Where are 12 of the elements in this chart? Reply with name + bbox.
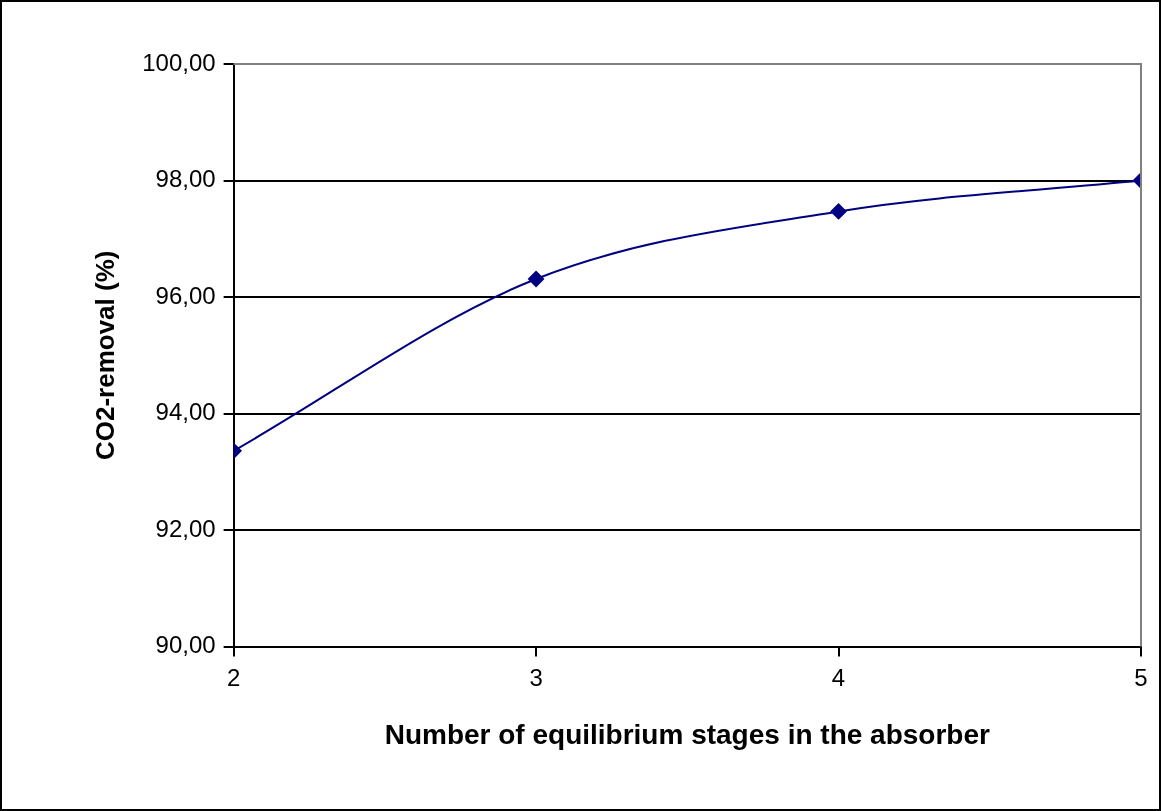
y-tick-label: 98,00: [155, 165, 216, 193]
y-tick-label: 92,00: [155, 514, 216, 542]
y-tick-label: 94,00: [155, 398, 216, 426]
x-tick-label: 3: [529, 663, 543, 691]
y-tick-label: 90,00: [155, 631, 216, 659]
x-tick-label: 4: [831, 663, 846, 691]
x-tick-label: 5: [1134, 663, 1148, 691]
x-tick-label: 2: [226, 663, 241, 691]
x-axis-title: Number of equilibrium stages in the absorber: [384, 718, 991, 750]
y-axis-title: CO2-removal (%): [89, 250, 120, 461]
y-tick-label: 100,00: [142, 48, 216, 76]
y-tick-label: 96,00: [155, 281, 216, 309]
